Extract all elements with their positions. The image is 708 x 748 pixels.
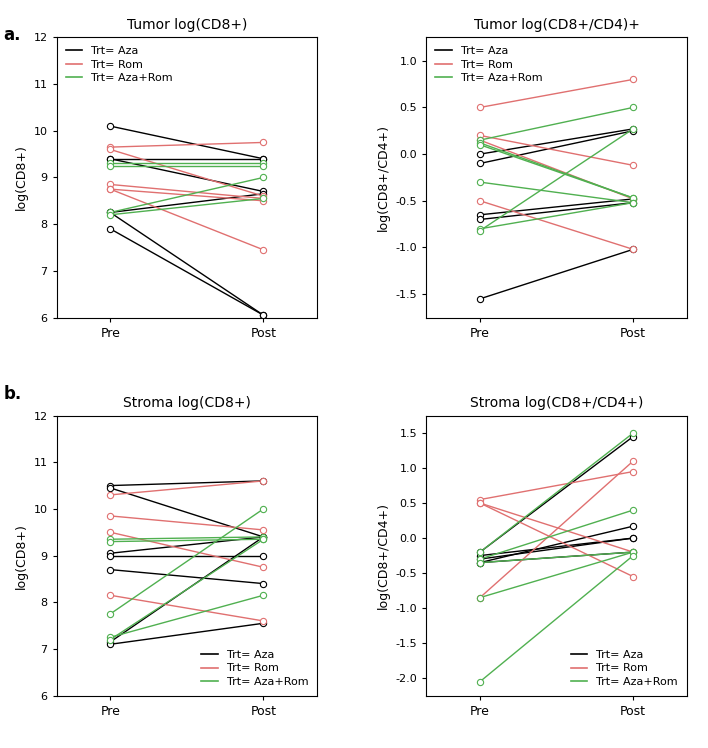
- Y-axis label: log(CD8+): log(CD8+): [15, 144, 28, 210]
- Legend: Trt= Aza, Trt= Rom, Trt= Aza+Rom: Trt= Aza, Trt= Rom, Trt= Aza+Rom: [62, 43, 176, 86]
- Legend: Trt= Aza, Trt= Rom, Trt= Aza+Rom: Trt= Aza, Trt= Rom, Trt= Aza+Rom: [567, 647, 681, 690]
- Title: Stroma log(CD8+/CD4+): Stroma log(CD8+/CD4+): [470, 396, 644, 410]
- Text: b.: b.: [4, 385, 22, 403]
- Y-axis label: log(CD8+): log(CD8+): [15, 523, 28, 589]
- Y-axis label: log(CD8+/CD4+): log(CD8+/CD4+): [377, 124, 390, 231]
- Y-axis label: log(CD8+/CD4+): log(CD8+/CD4+): [377, 502, 390, 609]
- Legend: Trt= Aza, Trt= Rom, Trt= Aza+Rom: Trt= Aza, Trt= Rom, Trt= Aza+Rom: [432, 43, 546, 86]
- Title: Tumor log(CD8+/CD4)+: Tumor log(CD8+/CD4)+: [474, 18, 639, 32]
- Title: Tumor log(CD8+): Tumor log(CD8+): [127, 18, 247, 32]
- Text: a.: a.: [4, 26, 21, 44]
- Legend: Trt= Aza, Trt= Rom, Trt= Aza+Rom: Trt= Aza, Trt= Rom, Trt= Aza+Rom: [198, 647, 312, 690]
- Title: Stroma log(CD8+): Stroma log(CD8+): [123, 396, 251, 410]
